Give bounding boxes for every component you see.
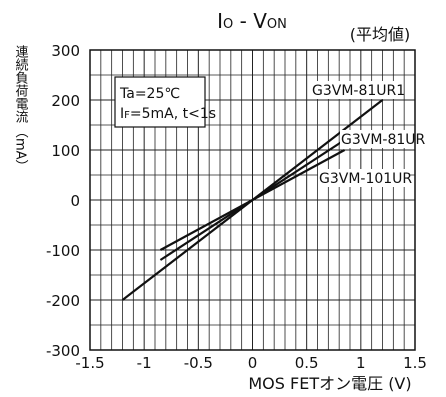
y-tick-label: 200 bbox=[51, 92, 80, 110]
series-label-g3vm-81ur1: G3VM-81UR1 bbox=[312, 83, 405, 99]
conditions-line2: IF=5mA, t<1s bbox=[120, 106, 216, 122]
x-tick-label: 0.5 bbox=[295, 354, 319, 372]
chart-subtitle: (平均値) bbox=[350, 25, 411, 44]
x-tick-label: -0.5 bbox=[184, 354, 213, 372]
y-tick-label: 300 bbox=[51, 42, 80, 60]
conditions-if: I bbox=[120, 106, 124, 122]
title-dash: - bbox=[233, 9, 253, 33]
title-on: ON bbox=[267, 17, 287, 32]
x-tick-label: 1.5 bbox=[403, 354, 427, 372]
y-axis-unit: ︵mA︶ bbox=[13, 125, 29, 173]
label-bg-81ur1 bbox=[310, 81, 402, 99]
tick-labels: -1.5 -1 -0.5 0 0.5 1 1.5 300 200 100 0 -100 -200 -300 bbox=[46, 42, 427, 372]
conditions-box bbox=[114, 76, 206, 128]
x-tick-label: 1 bbox=[356, 354, 366, 372]
label-bg-81ur bbox=[340, 130, 418, 148]
label-bg-101ur bbox=[318, 169, 410, 187]
x-tick-label: -1.5 bbox=[75, 354, 104, 372]
x-axis-label: MOS FETオン電圧 (V) bbox=[248, 374, 411, 393]
y-tick-label: -300 bbox=[46, 342, 80, 360]
title-v: V bbox=[253, 9, 267, 33]
y-tick-label: 0 bbox=[70, 192, 80, 210]
conditions-f: F bbox=[124, 110, 130, 121]
y-tick-label: -100 bbox=[46, 242, 80, 260]
series-label-g3vm-101ur: G3VM-101UR bbox=[319, 171, 412, 187]
conditions-rest: =5mA, t<1s bbox=[130, 106, 216, 122]
series-label-g3vm-81ur: G3VM-81UR bbox=[341, 132, 426, 148]
y-tick-label: -200 bbox=[46, 292, 80, 310]
y-axis-label: 連続負荷電流 bbox=[13, 45, 29, 123]
series-lines bbox=[121, 99, 384, 301]
x-tick-label: -1 bbox=[137, 354, 152, 372]
title-o: O bbox=[223, 17, 233, 32]
x-tick-label: 0 bbox=[248, 354, 258, 372]
plot-frame bbox=[89, 49, 416, 351]
y-tick-label: 100 bbox=[51, 142, 80, 160]
series-line-g3vm-101ur bbox=[159, 149, 346, 251]
conditions-line1: Ta=25℃ bbox=[119, 86, 180, 102]
title-i: I bbox=[217, 9, 223, 33]
chart-title: IO - VON bbox=[217, 9, 287, 33]
